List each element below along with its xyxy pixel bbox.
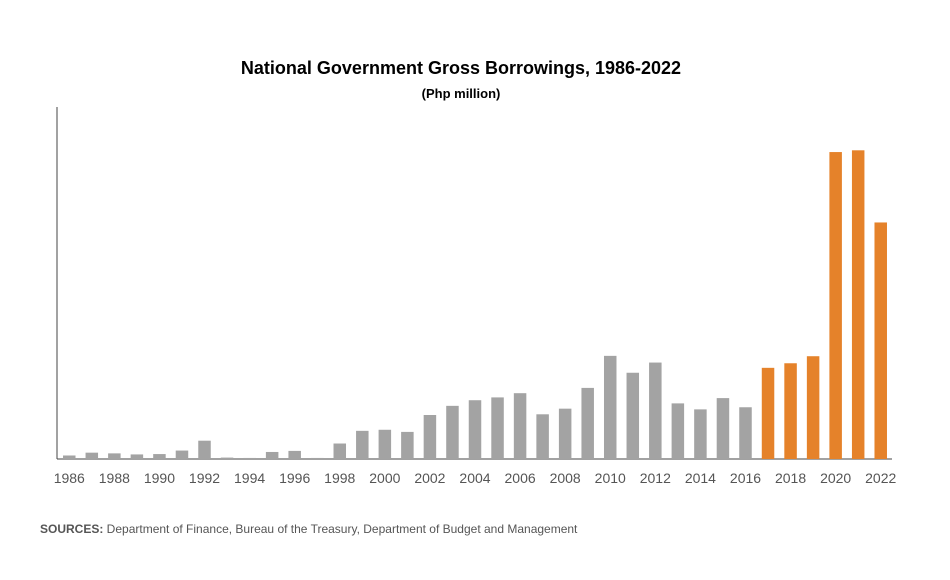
x-tick-label-1992: 1992 xyxy=(189,470,220,486)
tick-labels-group: 1986 1988 1990 1992 1994 1996 1998 2000 2002 2004… xyxy=(54,470,897,486)
bar-1986 xyxy=(63,455,76,459)
bar-2002 xyxy=(423,415,437,459)
bar-1999 xyxy=(356,430,369,459)
bars-group xyxy=(63,150,887,460)
bar-2006 xyxy=(513,393,527,459)
bar-1990 xyxy=(153,454,166,459)
bar-chart: 1986 1988 1990 1992 1994 1996 1998 2000 2002 2004… xyxy=(54,107,897,486)
bar-2021 xyxy=(851,150,865,460)
bar-2004 xyxy=(468,400,482,459)
bar-2017 xyxy=(761,367,775,459)
bar-1987 xyxy=(85,452,99,459)
bar-2008 xyxy=(558,408,572,459)
x-tick-label-2002: 2002 xyxy=(414,470,445,486)
bar-1996 xyxy=(288,450,301,459)
x-tick-label-2018: 2018 xyxy=(775,470,806,486)
x-tick-label-2016: 2016 xyxy=(730,470,761,486)
x-tick-label-2006: 2006 xyxy=(505,470,536,486)
bar-2020 xyxy=(829,152,842,459)
chart-title: National Government Gross Borrowings, 19… xyxy=(240,58,682,78)
source-text: Department of Finance, Bureau of the Tre… xyxy=(103,522,578,536)
bar-2003 xyxy=(446,405,459,459)
x-tick-label-2012: 2012 xyxy=(640,470,671,486)
bar-2007 xyxy=(536,414,549,459)
bar-1989 xyxy=(130,454,144,459)
x-tick-label-1996: 1996 xyxy=(279,470,310,486)
x-tick-label-1988: 1988 xyxy=(99,470,130,486)
x-tick-label-2010: 2010 xyxy=(595,470,626,486)
x-tick-label-1990: 1990 xyxy=(144,470,175,486)
bar-1988 xyxy=(108,453,121,459)
bar-2014 xyxy=(694,409,707,459)
bar-2013 xyxy=(671,403,685,459)
source-note: SOURCES: Department of Finance, Bureau o… xyxy=(40,522,577,536)
bar-2001 xyxy=(401,431,414,459)
bar-1998 xyxy=(333,443,347,459)
bar-2016 xyxy=(739,407,752,459)
x-tick-label-1986: 1986 xyxy=(54,470,85,486)
x-tick-label-1998: 1998 xyxy=(324,470,355,486)
x-tick-label-2008: 2008 xyxy=(550,470,581,486)
bar-1995 xyxy=(265,451,279,459)
bar-2005 xyxy=(491,397,504,459)
bar-2011 xyxy=(626,372,640,459)
bar-2022 xyxy=(874,222,887,459)
x-tick-label-2022: 2022 xyxy=(865,470,896,486)
x-tick-label-2014: 2014 xyxy=(685,470,716,486)
chart-subtitle: (Php million) xyxy=(421,86,501,101)
bar-1994 xyxy=(243,457,256,459)
bar-2018 xyxy=(784,363,797,459)
bar-2015 xyxy=(716,398,730,459)
x-tick-label-2000: 2000 xyxy=(369,470,400,486)
bar-2009 xyxy=(581,387,594,459)
x-tick-label-1994: 1994 xyxy=(234,470,265,486)
bar-1992 xyxy=(198,440,211,459)
bar-2012 xyxy=(649,362,662,459)
bar-2000 xyxy=(378,429,392,459)
bar-2019 xyxy=(806,356,820,459)
bar-2010 xyxy=(603,355,617,459)
source-label: SOURCES: xyxy=(40,522,104,536)
bar-1991 xyxy=(175,450,189,459)
bar-1997 xyxy=(310,457,324,459)
x-tick-label-2020: 2020 xyxy=(820,470,851,486)
bar-1993 xyxy=(220,457,234,459)
x-tick-label-2004: 2004 xyxy=(459,470,490,486)
